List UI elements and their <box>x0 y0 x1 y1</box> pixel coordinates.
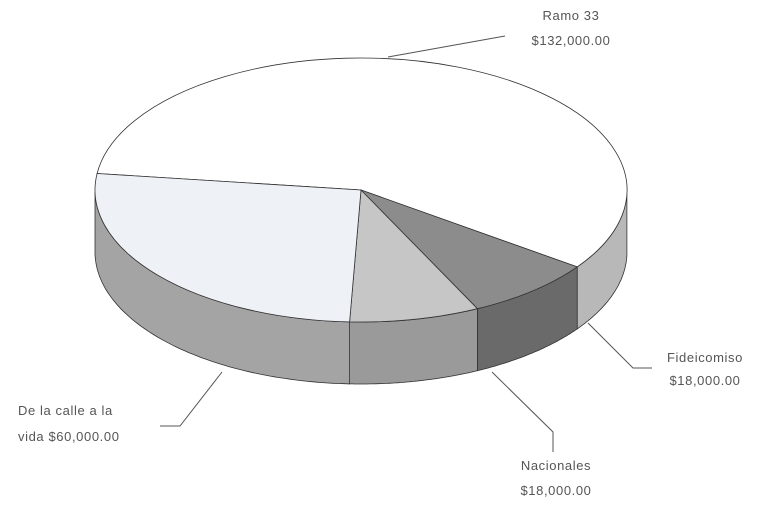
pie-slice-nacionales <box>349 189 479 323</box>
pie-slices <box>94 57 628 323</box>
label-ramo33-name: Ramo 33 <box>543 8 600 23</box>
label-nacionales-value: $18,000.00 <box>520 483 591 498</box>
pie-slice-fideicomiso <box>360 189 579 310</box>
label-ramo33-value: $132,000.00 <box>532 33 611 48</box>
leader-lines <box>160 35 652 452</box>
label-delacalle-line1: De la calle a la <box>18 403 113 418</box>
pie-slice-ramo33 <box>96 57 628 268</box>
leader-line-nacionales <box>491 371 554 452</box>
leader-line-delacalle <box>160 371 223 427</box>
label-delacalle-line2: vida $60,000.00 <box>18 429 120 444</box>
label-fideicomiso-name: Fideicomiso <box>667 350 743 365</box>
pie-slice-delacalle <box>94 173 362 323</box>
leader-line-fideicomiso <box>587 322 652 369</box>
label-fideicomiso-value: $18,000.00 <box>669 373 740 388</box>
label-nacionales-name: Nacionales <box>521 458 591 473</box>
leader-line-ramo33 <box>387 35 506 58</box>
pie-sides <box>94 192 628 385</box>
